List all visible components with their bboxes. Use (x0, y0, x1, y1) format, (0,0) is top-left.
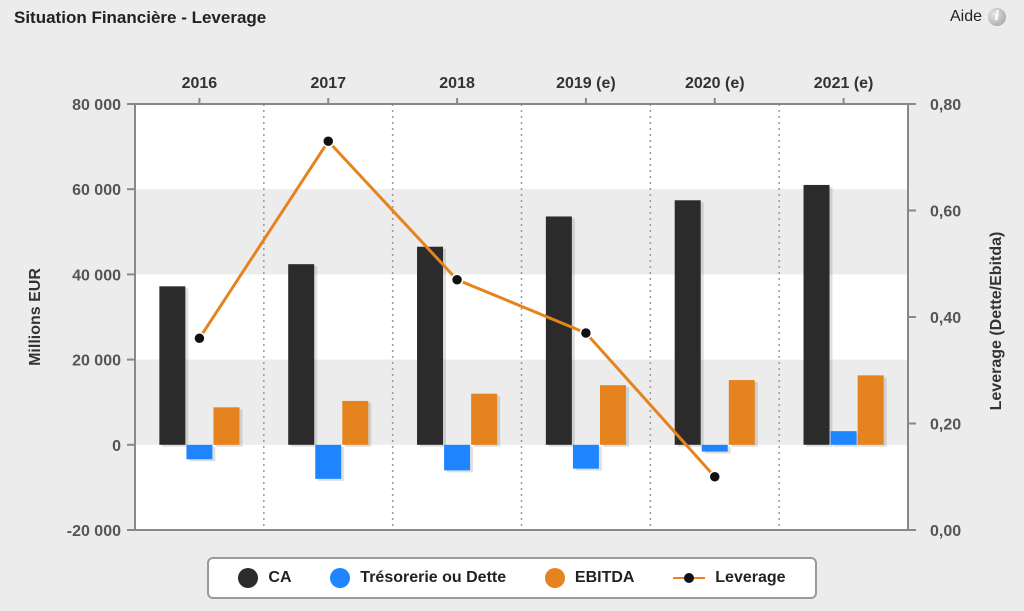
leverage-point (708, 470, 721, 483)
legend-item-leverage[interactable]: Leverage (673, 568, 786, 588)
y2-axis-title: Leverage (Dette/Ebitda) (988, 232, 1005, 411)
help-label: Aide (949, 8, 982, 25)
chart-legend: CA Trésorerie ou Dette EBITDA Leverage (207, 557, 817, 599)
grid-band (135, 274, 908, 360)
legend-item-ebitda[interactable]: EBITDA (544, 568, 635, 588)
y2-tick-label: 0,00 (930, 523, 961, 540)
legend-label-ca: CA (268, 569, 292, 586)
chart: -20 000 0 20 000 40 000 60 000 80 000 0,00 0,20… (27, 75, 1005, 540)
chart-title: Situation Financière - Leverage (14, 8, 267, 27)
y-tick-label: 20 000 (72, 353, 121, 370)
y2-tick-label: 0,80 (930, 97, 961, 114)
bar-ebitda (342, 400, 369, 445)
x-tick-label: 2021 (e) (814, 75, 874, 92)
legend-swatch-ebitda (544, 568, 565, 588)
bar-ca (674, 200, 701, 445)
y-tick-label: 40 000 (72, 267, 121, 284)
bar-ca (417, 246, 444, 445)
bar-tresorerie (186, 444, 213, 460)
bar-tresorerie (315, 444, 342, 479)
legend-label-ebitda: EBITDA (574, 569, 635, 586)
y-tick-label: 80 000 (72, 97, 121, 114)
legend-label-leverage: Leverage (715, 569, 786, 586)
x-tick-label: 2020 (e) (685, 75, 745, 92)
y2-tick-label: 0,20 (930, 417, 961, 434)
y-tick-label: 0 (112, 438, 121, 455)
bar-ca (545, 216, 572, 445)
grid-band (135, 359, 908, 445)
x-tick-label: 2018 (439, 75, 475, 92)
y2-tick-label: 0,60 (930, 204, 961, 221)
y-tick-label: -20 000 (67, 523, 121, 540)
help-link[interactable]: Aide i (950, 8, 1006, 26)
bar-ebitda (471, 393, 498, 445)
leverage-point (322, 135, 335, 148)
bar-ebitda (857, 375, 884, 445)
legend-item-ca[interactable]: CA (238, 568, 292, 588)
bar-tresorerie (701, 444, 728, 452)
bar-ebitda (213, 407, 240, 445)
y-axis-title: Millions EUR (27, 268, 44, 366)
bar-ebitda (728, 380, 755, 445)
legend-swatch-ca (238, 568, 259, 588)
grid-band (135, 444, 908, 530)
leverage-point (193, 332, 206, 345)
x-tick-label: 2016 (182, 75, 218, 92)
x-tick-label: 2019 (e) (556, 75, 616, 92)
leverage-point (579, 326, 593, 340)
y2-tick-label: 0,40 (930, 310, 961, 327)
bar-ca (803, 184, 830, 445)
leverage-point (450, 273, 464, 286)
bar-tresorerie (444, 444, 471, 471)
bar-tresorerie (830, 431, 857, 445)
y-tick-label: 60 000 (72, 182, 121, 199)
bar-ca (288, 264, 315, 445)
legend-swatch-leverage (673, 568, 706, 588)
legend-item-tresorerie[interactable]: Trésorerie ou Dette (330, 568, 506, 588)
bar-tresorerie (572, 444, 599, 469)
bar-ebitda (599, 385, 626, 445)
legend-swatch-tresorerie (330, 568, 351, 588)
info-icon[interactable]: i (988, 8, 1006, 26)
x-tick-label: 2017 (310, 75, 346, 92)
legend-label-tresorerie: Trésorerie ou Dette (360, 569, 507, 586)
bar-ca (159, 286, 186, 445)
